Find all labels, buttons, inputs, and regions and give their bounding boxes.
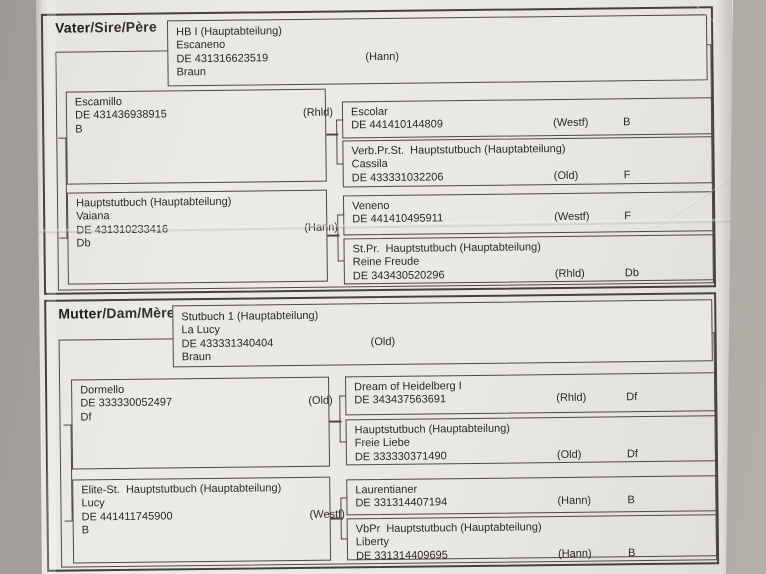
- registration-number: DE 333330052497: [80, 396, 173, 410]
- registration-number: DE 431436938915: [74, 108, 167, 122]
- registration-number: DE 431316623519: [176, 52, 269, 66]
- horse-box-sire-sire-sire: Escolar DE 441410144809 (Westf) B: [341, 97, 713, 139]
- coat-color-code: B: [627, 494, 635, 507]
- breeding-region: (Hann): [557, 495, 592, 508]
- coat-color-code: B: [75, 123, 83, 136]
- breeding-region: (Old): [553, 169, 579, 182]
- breeding-region: (Hann): [365, 50, 400, 63]
- registration-number: DE 433331032206: [351, 171, 444, 185]
- horse-box-dam-sire-sire: Dream of Heidelberg I DE 343437563691 (Rh…: [345, 372, 716, 416]
- coat-color-code: B: [81, 524, 90, 537]
- breeding-region: (Westf): [553, 117, 589, 130]
- breeding-region: (Rhld): [556, 392, 587, 405]
- section-label-sire-main: Vater: [54, 19, 91, 36]
- coat-color-code: Df: [626, 447, 638, 461]
- coat-color-code: B: [623, 116, 631, 129]
- registration-number: DE 433331340404: [181, 337, 274, 351]
- coat-color-code: B: [627, 546, 636, 560]
- horse-box-dam: Stutbuch 1 (Hauptabteilung) La Lucy DE 4…: [172, 299, 713, 368]
- section-label-dam-suffix: /Dam/Mère: [102, 304, 175, 322]
- registration-number: DE 431310233416: [76, 223, 169, 237]
- breeding-region: (Rhld): [302, 106, 334, 120]
- coat-color-code: Db: [76, 237, 91, 250]
- horse-box-sire-dam-dam: St.Pr. Hauptstutbuch (Hauptabteilung) Re…: [343, 234, 714, 285]
- registration-number: DE 333330371490: [354, 450, 447, 464]
- coat-color-code: F: [623, 168, 631, 182]
- horse-box-dam-dam: Elite-St. Hauptstutbuch (Hauptabteilung)…: [72, 476, 345, 564]
- pedigree-section-dam: Mutter/Dam/Mère Stutbuch 1 (Hauptabteilu…: [44, 292, 720, 572]
- registration-number: DE 331314409695: [355, 549, 448, 563]
- breeding-region: (Westf): [309, 508, 345, 521]
- horse-box-sire: HB I (Hauptabteilung) Escaneno DE 431316…: [166, 14, 708, 87]
- registration-number: DE 441410495911: [352, 212, 444, 226]
- section-label-sire: Vater/Sire/Père: [55, 19, 157, 36]
- horse-box-sire-dam-sire: Veneno DE 441410495911 (Westf) F: [342, 191, 714, 236]
- horse-box-dam-sire-dam: Hauptstutbuch (Hauptabteilung) Freie Lie…: [345, 415, 716, 466]
- registration-number: DE 331314407194: [355, 496, 448, 510]
- breeding-region: (Old): [556, 448, 582, 461]
- registration-number: DE 441411745900: [81, 510, 173, 524]
- coat-color-code: Df: [626, 391, 638, 404]
- copyright-notice: © 1999 by FNverlag: [27, 496, 36, 571]
- horse-box-sire-sire-dam: Verb.Pr.St. Hauptstutbuch (Hauptabteilun…: [342, 136, 713, 188]
- coat-color-code: Df: [80, 411, 92, 424]
- horse-box-sire-sire: Escamillo DE 431436938915 (Rhld) B: [65, 88, 333, 185]
- coat-color-code: Db: [624, 266, 639, 280]
- breeding-region: (Westf): [554, 211, 590, 224]
- breeding-region: (Old): [308, 394, 333, 408]
- pedigree-section-sire: Vater/Sire/Père HB I (Hauptabteilung) Es…: [40, 6, 717, 295]
- section-label-dam-main: Mutter: [58, 305, 103, 322]
- horse-box-dam-dam-dam: VbPr Hauptstutbuch (Hauptabteilung) Libe…: [346, 514, 718, 563]
- breeding-region: (Hann): [304, 221, 339, 234]
- breeding-region: (Rhld): [554, 267, 585, 280]
- section-label-dam: Mutter/Dam/Mère: [58, 304, 175, 321]
- section-label-sire-suffix: /Sire/Père: [90, 18, 157, 36]
- coat-color-code: F: [624, 210, 632, 223]
- registration-number: DE 441410144809: [351, 118, 443, 132]
- breeding-region: (Hann): [557, 547, 592, 560]
- registration-number: DE 343430520296: [352, 269, 445, 283]
- horse-box-dam-sire: Dormello DE 333330052497 (Old) Df: [71, 376, 333, 470]
- registration-number: DE 343437563691: [354, 393, 447, 407]
- horse-box-dam-dam-sire: Laurentianer DE 331314407194 (Hann) B: [346, 475, 717, 516]
- horse-box-sire-dam: Hauptstutbuch (Hauptabteilung) Vaiana DE…: [66, 189, 338, 285]
- breeding-region: (Old): [370, 335, 396, 348]
